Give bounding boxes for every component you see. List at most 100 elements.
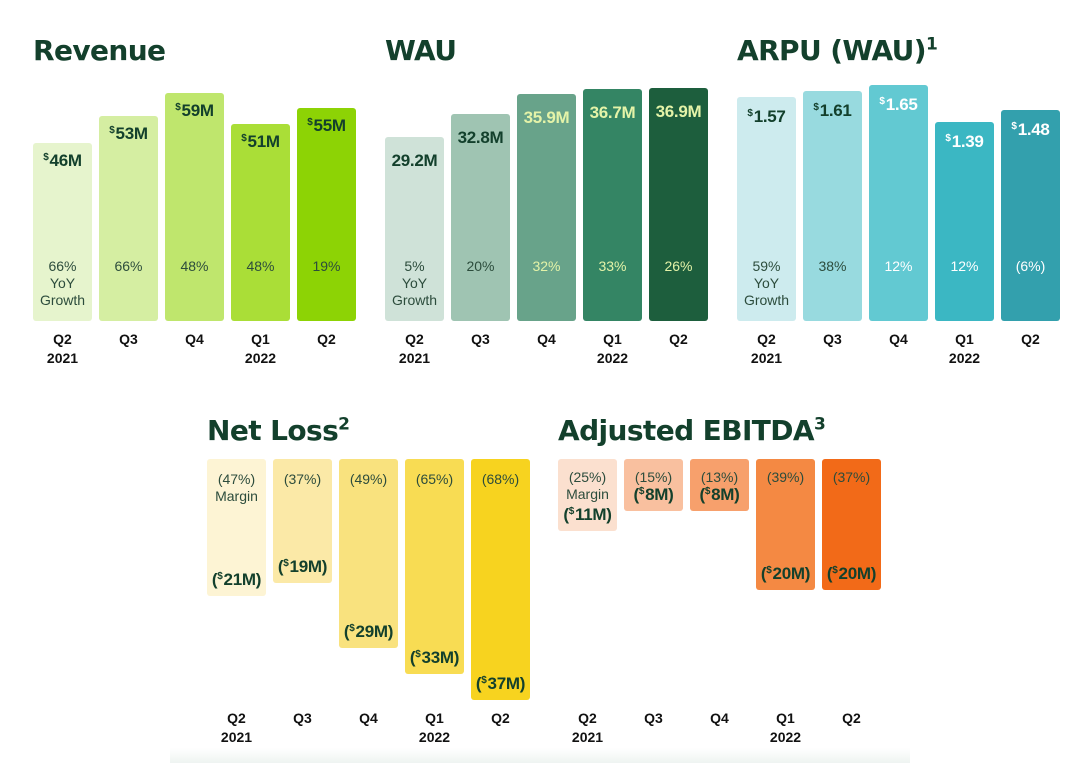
value-label: $59M [175, 101, 214, 120]
value-label: 36.9M [655, 102, 702, 121]
bar [583, 89, 642, 321]
value-label: $55M [307, 116, 346, 135]
category-label: Q3 [119, 331, 138, 347]
value-label: ($20M) [760, 564, 811, 583]
value-label: ($33M) [409, 648, 460, 667]
value-label: $1.48 [1011, 120, 1050, 139]
bar [207, 459, 266, 596]
value-label: ($21M) [211, 570, 262, 589]
margin-label: (49%) [349, 471, 388, 487]
category-label: Q2 2021 [571, 710, 604, 745]
bar [690, 459, 749, 511]
bar [405, 459, 464, 674]
category-label: Q2 2021 [46, 331, 79, 366]
margin-label: (68%) [481, 471, 520, 487]
margin-label: (47%) Margin [215, 471, 258, 504]
category-label: Q2 [669, 331, 688, 347]
chart-title: ARPU (WAU)1 [737, 34, 938, 67]
value-label: $1.61 [813, 101, 852, 120]
category-label: Q2 [317, 331, 336, 347]
value-label: 36.7M [589, 103, 636, 122]
growth-label: 19% [312, 258, 341, 274]
bar [99, 116, 158, 321]
category-label: Q3 [471, 331, 490, 347]
category-label: Q1 2022 [418, 710, 451, 745]
value-label: ($29M) [343, 622, 394, 641]
category-label: Q2 2021 [750, 331, 783, 366]
bar [756, 459, 815, 590]
value-label: ($19M) [277, 557, 328, 576]
category-label: Q2 [1021, 331, 1040, 347]
category-label: Q1 2022 [244, 331, 277, 366]
bar [231, 124, 290, 321]
category-label: Q1 2022 [769, 710, 802, 745]
value-label: $46M [43, 151, 82, 170]
category-label: Q3 [293, 710, 312, 726]
category-label: Q2 [491, 710, 510, 726]
footnote-marker: 3 [813, 414, 826, 435]
bar [558, 459, 617, 531]
value-label: $1.57 [747, 107, 786, 126]
footnote-marker: 1 [926, 34, 938, 55]
category-label: Q2 2021 [220, 710, 253, 745]
bar [803, 91, 862, 321]
bar [165, 93, 224, 321]
growth-label: 59% YoY Growth [743, 258, 790, 308]
margin-label: (37%) [832, 469, 871, 485]
growth-label: 33% [598, 258, 627, 274]
growth-label: 48% [246, 258, 275, 274]
bar [624, 459, 683, 511]
category-label: Q3 [644, 710, 663, 726]
growth-label: 48% [180, 258, 209, 274]
category-label: Q3 [823, 331, 842, 347]
category-label: Q4 [537, 331, 556, 347]
category-label: Q4 [359, 710, 378, 726]
category-label: Q1 2022 [948, 331, 981, 366]
growth-label: 32% [532, 258, 561, 274]
bottom-shadow [170, 748, 910, 763]
value-label: $53M [109, 124, 148, 143]
category-label: Q4 [889, 331, 908, 347]
growth-label: 66% [114, 258, 143, 274]
footnote-marker: 2 [338, 414, 350, 435]
growth-label: 5% YoY Growth [391, 258, 438, 308]
margin-label: (65%) [415, 471, 454, 487]
bar [471, 459, 530, 700]
category-label: Q4 [185, 331, 204, 347]
margin-label: (15%) [634, 469, 673, 485]
value-label: ($37M) [475, 674, 526, 693]
value-label: 35.9M [523, 108, 570, 127]
value-label: $1.39 [945, 132, 984, 151]
bar [385, 137, 444, 321]
bar [935, 122, 994, 321]
chart-title: Revenue [33, 34, 166, 67]
margin-label: (39%) [766, 469, 805, 485]
value-label: ($20M) [826, 564, 877, 583]
bar [869, 85, 928, 321]
growth-label: 20% [466, 258, 495, 274]
value-label: ($11M) [563, 505, 612, 524]
category-label: Q2 2021 [398, 331, 431, 366]
category-label: Q4 [710, 710, 729, 726]
bar [822, 459, 881, 590]
growth-label: 12% [950, 258, 979, 274]
growth-label: (6%) [1015, 258, 1046, 274]
bar [297, 108, 356, 321]
category-label: Q2 [842, 710, 861, 726]
category-label: Q1 2022 [596, 331, 629, 366]
growth-label: 26% [664, 258, 693, 274]
bar [1001, 110, 1060, 321]
chart-title: WAU [385, 34, 457, 67]
bar [273, 459, 332, 583]
value-label: $51M [241, 132, 280, 151]
bar [451, 114, 510, 321]
growth-label: 66% YoY Growth [39, 258, 86, 308]
bar [339, 459, 398, 648]
bar [649, 88, 708, 321]
bar [33, 143, 92, 321]
value-label: $1.65 [879, 95, 918, 114]
margin-label: (13%) [700, 469, 739, 485]
bar [517, 94, 576, 321]
chart-title: Adjusted EBITDA3 [558, 414, 826, 447]
value-label: 29.2M [391, 151, 438, 170]
